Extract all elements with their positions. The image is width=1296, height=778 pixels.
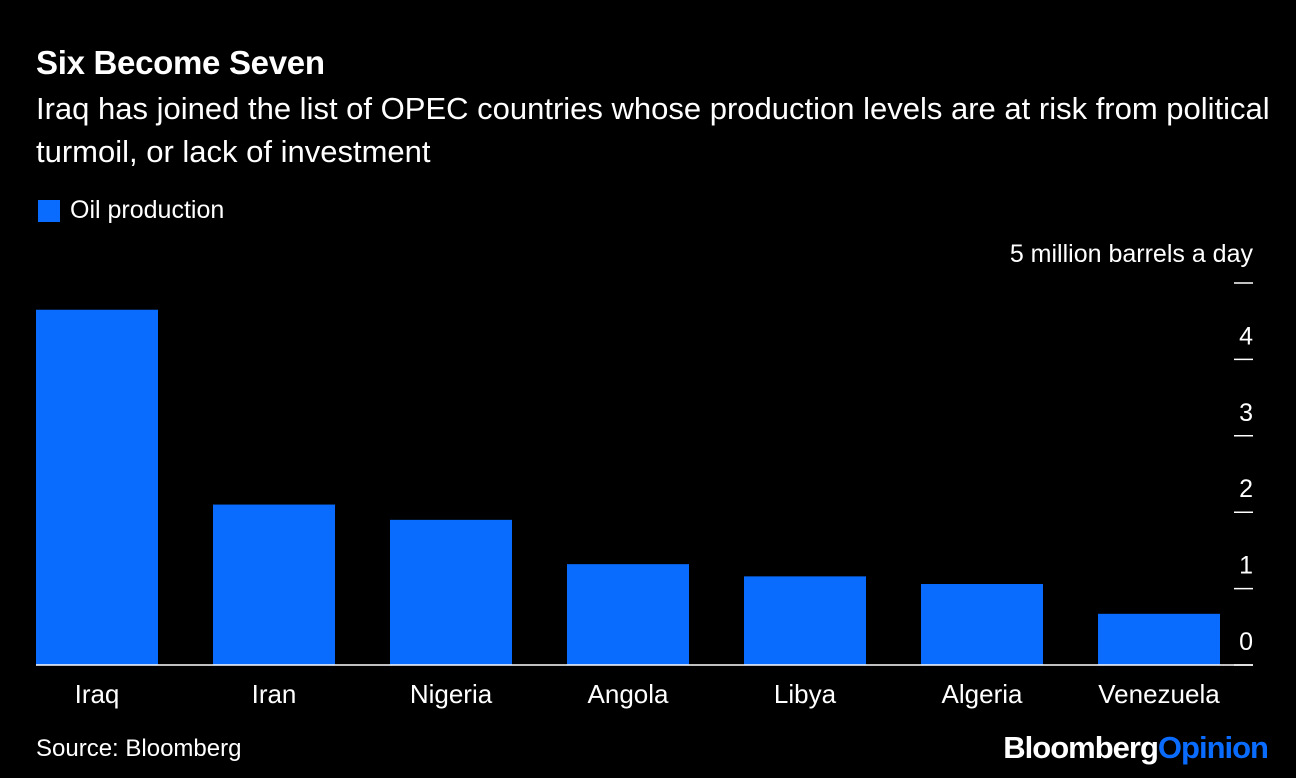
x-tick-label: Algeria (942, 679, 1023, 709)
legend-swatch (38, 199, 60, 222)
x-tick-label: Iran (252, 679, 297, 709)
y-tick-label: 4 (1239, 322, 1253, 350)
bar (1098, 613, 1220, 665)
y-tick-label: 1 (1239, 552, 1253, 580)
bar (213, 504, 335, 665)
source-note: Source: Bloomberg (36, 735, 242, 762)
x-tick-label: Angola (588, 679, 669, 709)
bar (567, 564, 689, 665)
y-tick-label: 0 (1239, 628, 1253, 656)
bar (390, 519, 512, 665)
x-tick-label: Iraq (75, 679, 120, 709)
bar (36, 309, 158, 665)
brand-logo-secondary: Opinion (1157, 730, 1269, 765)
brand-logo-primary: Bloomberg (1003, 730, 1159, 765)
y-tick-label: 3 (1239, 399, 1253, 427)
y-tick-label: 2 (1239, 475, 1253, 503)
x-tick-label: Nigeria (410, 679, 493, 709)
legend: Oil production (38, 196, 224, 225)
x-tick-label: Libya (774, 679, 837, 709)
brand-logo: BloombergOpinion (1003, 730, 1269, 766)
y-axis-unit-label: 5 million barrels a day (1009, 240, 1253, 268)
x-tick-label: Venezuela (1098, 679, 1220, 709)
bar (921, 584, 1043, 665)
legend-label: Oil production (70, 196, 225, 224)
chart-title: Six Become Seven (36, 44, 325, 81)
bar (744, 576, 866, 665)
chart-subtitle: Iraq has joined the list of OPEC countri… (36, 91, 1270, 169)
